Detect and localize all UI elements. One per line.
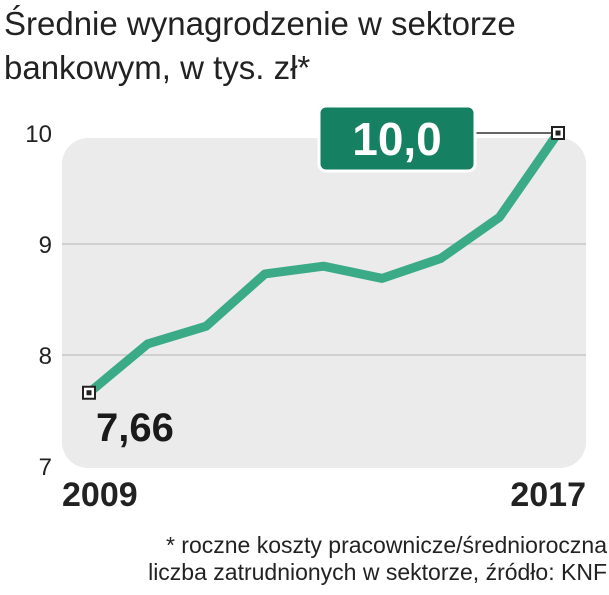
- chart-title-line-1: Średnie wynagrodzenie w sektorze: [4, 5, 516, 42]
- chart-title-line-2: bankowym, w tys. zł*: [4, 49, 311, 86]
- y-axis-ticks: 7 8 9 10: [25, 121, 52, 481]
- y-tick-label: 7: [39, 454, 52, 481]
- end-point-marker-core: [555, 130, 561, 136]
- end-value-label: 10,0: [352, 113, 442, 165]
- x-tick-label: 2017: [510, 476, 586, 514]
- start-point-marker-core: [86, 390, 92, 396]
- x-tick-label: 2009: [62, 476, 138, 514]
- callout-box: [317, 104, 477, 173]
- endpoint-markers: [82, 126, 565, 400]
- grid-lines: [62, 243, 586, 356]
- y-tick-label: 10: [25, 121, 52, 148]
- footnote: * roczne koszty pracownicze/średnioroczn…: [7, 532, 607, 586]
- plot-background: [62, 138, 586, 468]
- series-line: [84, 128, 563, 398]
- y-tick-label: 9: [39, 232, 52, 259]
- x-axis-ticks: 2009 2017: [62, 476, 586, 514]
- y-tick-label: 8: [39, 343, 52, 370]
- footnote-line-1: * roczne koszty pracownicze/średnioroczn…: [165, 532, 607, 558]
- chart-title: Średnie wynagrodzenie w sektorze bankowy…: [4, 2, 604, 90]
- start-value-label: 7,66: [96, 406, 174, 450]
- footnote-line-2: liczba zatrudnionych w sektorze, źródło:…: [148, 559, 607, 585]
- end-value-callout: 10,0: [317, 104, 477, 173]
